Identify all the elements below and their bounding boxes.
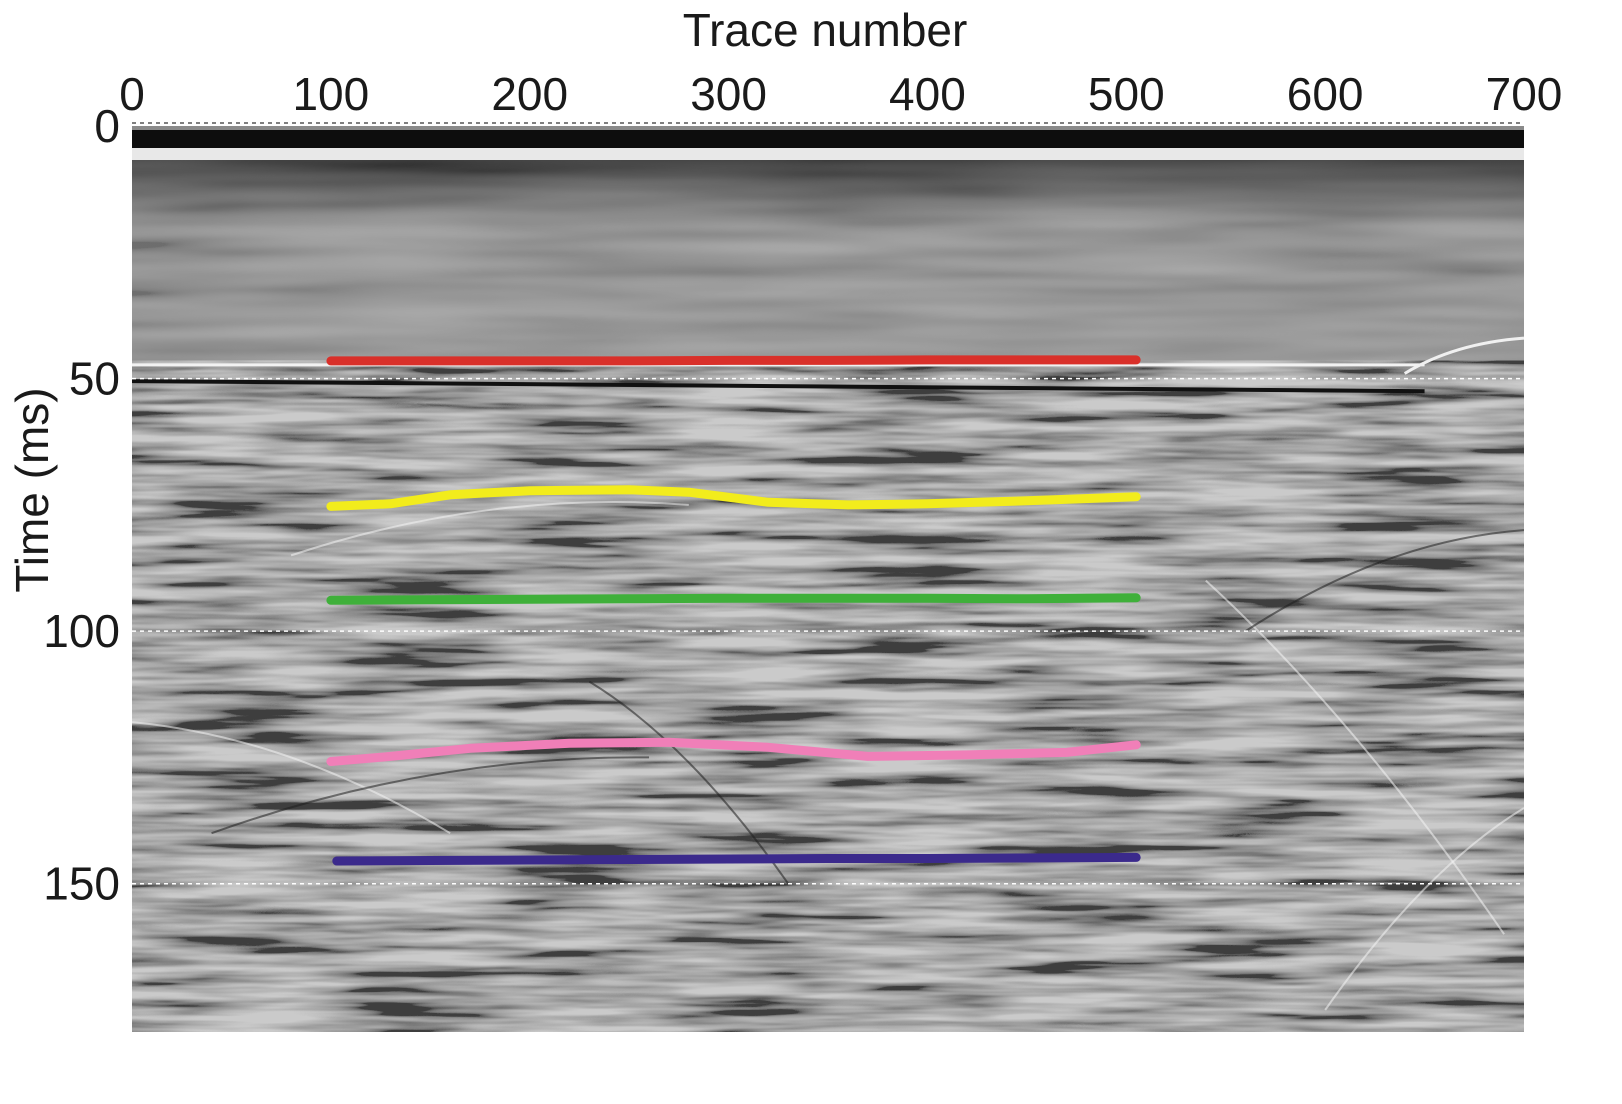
horizon-lines xyxy=(326,355,1141,866)
x-tick-label: 100 xyxy=(292,68,369,120)
x-tick-label: 700 xyxy=(1486,68,1563,120)
gridlines xyxy=(132,122,1524,885)
y-axis-tick-labels: 0 50 100 150 xyxy=(43,100,120,910)
horizon-line-2 xyxy=(326,485,1141,511)
y-axis-title: Time (ms) xyxy=(6,387,58,592)
x-tick-label: 400 xyxy=(889,68,966,120)
diffraction-arc xyxy=(290,501,689,557)
x-tick-label: 300 xyxy=(690,68,767,120)
first-arrival-band xyxy=(132,130,1524,148)
x-tick-label: 200 xyxy=(491,68,568,120)
x-tick-label: 500 xyxy=(1088,68,1165,120)
water-column-texture xyxy=(132,153,1524,361)
diffraction-arc xyxy=(132,721,451,835)
diffraction-arc xyxy=(1324,807,1524,1011)
seismic-section-background xyxy=(132,126,1524,1032)
seafloor-reflector-dark xyxy=(132,379,1425,394)
seafloor-rise xyxy=(1403,336,1524,375)
x-axis-title: Trace number xyxy=(683,4,968,56)
diffraction-arc xyxy=(588,680,790,885)
first-arrival-light xyxy=(132,148,1524,160)
horizon-line-3 xyxy=(326,593,1141,605)
horizon-line-4 xyxy=(326,737,1141,766)
diffraction-arc xyxy=(1205,579,1505,935)
x-tick-label: 0 xyxy=(119,68,145,120)
horizon-line-1 xyxy=(326,355,1141,366)
diffraction-arc xyxy=(211,756,650,835)
subsurface-texture xyxy=(132,360,1524,1032)
y-tick-label: 50 xyxy=(69,353,120,405)
diffraction-arc xyxy=(1245,529,1524,632)
y-tick-label: 150 xyxy=(43,858,120,910)
y-tick-label: 100 xyxy=(43,605,120,657)
y-tick-label: 0 xyxy=(94,100,120,152)
x-tick-label: 600 xyxy=(1287,68,1364,120)
horizon-line-5 xyxy=(332,852,1141,866)
x-axis-tick-labels: 0 100 200 300 400 500 600 700 xyxy=(119,68,1562,120)
